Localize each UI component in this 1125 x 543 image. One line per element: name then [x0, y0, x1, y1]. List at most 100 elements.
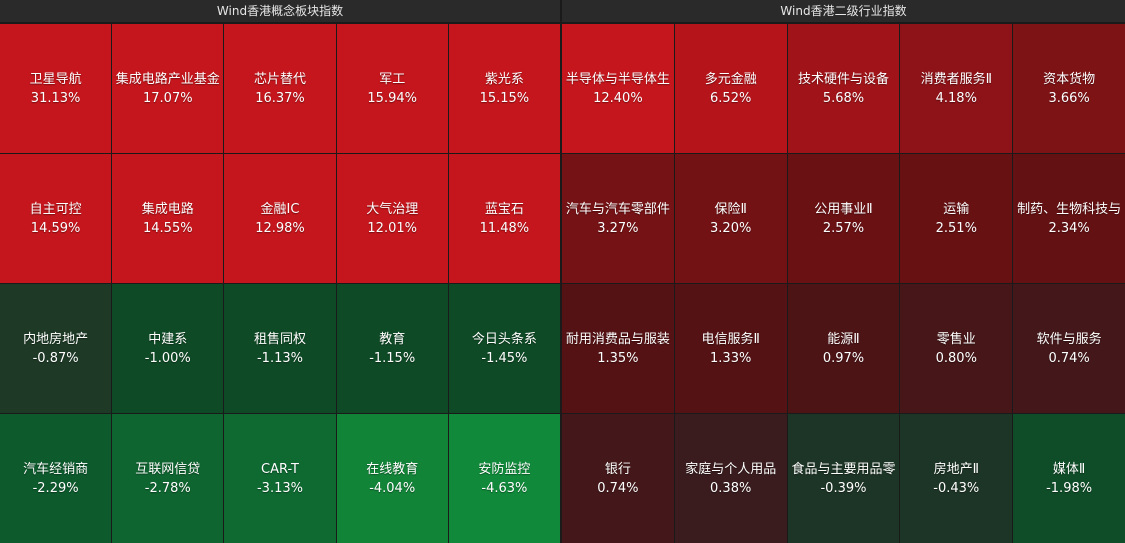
industry-index-grid: 半导体与半导体生 12.40% 多元金融 6.52% 技术硬件与设备 5.68% 消费者服务…	[562, 24, 1125, 543]
tile-name: 零售业	[936, 331, 976, 347]
tile-name: 电信服务Ⅱ	[701, 331, 760, 347]
industry-index-panel: Wind香港二级行业指数 半导体与半导体生 12.40% 多元金融 6.52% 技术硬件…	[562, 0, 1125, 543]
heatmap-tile[interactable]: 媒体Ⅱ -1.98%	[1013, 414, 1125, 543]
heatmap-tile[interactable]: 半导体与半导体生 12.40%	[562, 24, 674, 153]
tile-name: 公用事业Ⅱ	[814, 201, 873, 217]
tile-name: 家庭与个人用品	[685, 461, 777, 477]
heatmap-tile[interactable]: 制药、生物科技与 2.34%	[1013, 154, 1125, 283]
tile-name: 房地产Ⅱ	[933, 461, 979, 477]
tile-name: 中建系	[148, 331, 188, 347]
tile-percent: 0.74%	[1048, 350, 1090, 366]
tile-percent: 2.57%	[822, 220, 865, 236]
heatmap-tile[interactable]: 银行 0.74%	[562, 414, 674, 543]
heatmap-tile[interactable]: 今日头条系 -1.45%	[448, 284, 560, 413]
tile-name: 制药、生物科技与	[1017, 201, 1122, 217]
heatmap-tile[interactable]: 集成电路 14.55%	[112, 154, 224, 283]
heatmap-tile[interactable]: 金融IC 12.98%	[224, 154, 336, 283]
heatmap-tile[interactable]: 软件与服务 0.74%	[1013, 284, 1125, 413]
heatmap-tile[interactable]: 蓝宝石 11.48%	[448, 154, 560, 283]
tile-percent: 14.55%	[143, 220, 193, 236]
panel-divider	[560, 0, 562, 543]
tile-name: 卫星导航	[29, 71, 82, 87]
tile-percent: 15.15%	[479, 90, 530, 106]
heatmap-tile[interactable]: 能源Ⅱ 0.97%	[787, 284, 900, 413]
tile-percent: 14.59%	[30, 220, 81, 236]
tile-percent: 1.35%	[597, 350, 639, 366]
tile-percent: -1.13%	[256, 350, 303, 366]
tile-percent: 17.07%	[143, 90, 193, 106]
tile-name: 软件与服务	[1036, 331, 1102, 347]
heatmap-tile[interactable]: 卫星导航 31.13%	[0, 24, 112, 153]
heatmap-tile[interactable]: 集成电路产业基金 17.07%	[112, 24, 224, 153]
heatmap-tile[interactable]: 芯片替代 16.37%	[224, 24, 336, 153]
tile-name: 集成电路产业基金	[115, 71, 220, 87]
heatmap-tile[interactable]: 大气治理 12.01%	[336, 154, 448, 283]
tile-name: 资本货物	[1043, 71, 1096, 87]
heatmap-tile[interactable]: 租售同权 -1.13%	[224, 284, 336, 413]
heatmap-tile[interactable]: 耐用消费品与服装 1.35%	[562, 284, 674, 413]
tile-name: 租售同权	[253, 331, 306, 347]
tile-name: 互联网信贷	[135, 461, 201, 477]
tile-percent: 4.18%	[935, 90, 977, 106]
tile-percent: -0.87%	[32, 350, 79, 366]
heatmap-tile[interactable]: 安防监控 -4.63%	[448, 414, 560, 543]
tile-percent: 31.13%	[30, 90, 81, 106]
tile-percent: 11.48%	[479, 220, 530, 236]
heatmap-tile[interactable]: 运输 2.51%	[900, 154, 1013, 283]
heatmap-tile[interactable]: 汽车与汽车零部件 3.27%	[562, 154, 674, 283]
tile-percent: 0.38%	[710, 480, 752, 496]
heatmap-tile[interactable]: 互联网信贷 -2.78%	[112, 414, 224, 543]
tile-percent: -1.00%	[144, 350, 191, 366]
heatmap-tile[interactable]: 技术硬件与设备 5.68%	[787, 24, 900, 153]
heatmap-tile[interactable]: 零售业 0.80%	[900, 284, 1013, 413]
heatmap-tile[interactable]: 军工 15.94%	[336, 24, 448, 153]
heatmap-tile[interactable]: 紫光系 15.15%	[448, 24, 560, 153]
tile-name: 技术硬件与设备	[797, 71, 889, 87]
heatmap-tile[interactable]: 汽车经销商 -2.29%	[0, 414, 112, 543]
tile-name: 芯片替代	[253, 71, 306, 87]
heatmap-tile[interactable]: 在线教育 -4.04%	[336, 414, 448, 543]
heatmap-tile[interactable]: 家庭与个人用品 0.38%	[674, 414, 787, 543]
tile-percent: 5.68%	[822, 90, 865, 106]
heatmap-tile[interactable]: 资本货物 3.66%	[1013, 24, 1125, 153]
tile-percent: -1.45%	[481, 350, 528, 366]
tile-name: 今日头条系	[471, 331, 537, 347]
tile-name: 运输	[943, 201, 970, 217]
heatmap-tile[interactable]: 电信服务Ⅱ 1.33%	[674, 284, 787, 413]
tile-percent: 1.33%	[710, 350, 752, 366]
tile-percent: -1.15%	[369, 350, 416, 366]
heatmap-tile[interactable]: CAR-T -3.13%	[224, 414, 336, 543]
industry-index-header: Wind香港二级行业指数	[562, 0, 1125, 24]
tile-percent: -0.43%	[933, 480, 980, 496]
tile-name: 食品与主要用品零	[791, 461, 896, 477]
heatmap-tile[interactable]: 公用事业Ⅱ 2.57%	[787, 154, 900, 283]
heatmap-tile[interactable]: 消费者服务Ⅱ 4.18%	[900, 24, 1013, 153]
tile-name: 在线教育	[366, 461, 419, 477]
tile-percent: 2.51%	[935, 220, 977, 236]
heatmap-tile[interactable]: 食品与主要用品零 -0.39%	[787, 414, 900, 543]
tile-percent: -4.63%	[481, 480, 528, 496]
heatmap-tile[interactable]: 中建系 -1.00%	[112, 284, 224, 413]
tile-percent: 16.37%	[255, 90, 305, 106]
heatmap-tile[interactable]: 房地产Ⅱ -0.43%	[900, 414, 1013, 543]
tile-percent: -0.39%	[820, 480, 867, 496]
heatmap-tile[interactable]: 内地房地产 -0.87%	[0, 284, 112, 413]
tile-name: 集成电路	[141, 201, 194, 217]
tile-percent: 0.74%	[597, 480, 639, 496]
tile-percent: 3.20%	[710, 220, 752, 236]
heatmap-tile[interactable]: 多元金融 6.52%	[674, 24, 787, 153]
tile-percent: 2.34%	[1048, 220, 1090, 236]
tile-percent: 12.01%	[367, 220, 417, 236]
concept-index-header: Wind香港概念板块指数	[0, 0, 560, 24]
tile-percent: -2.78%	[144, 480, 191, 496]
tile-name: 大气治理	[366, 201, 419, 217]
heatmap-tile[interactable]: 自主可控 14.59%	[0, 154, 112, 283]
tile-percent: 3.27%	[597, 220, 639, 236]
heatmap-tile[interactable]: 保险Ⅱ 3.20%	[674, 154, 787, 283]
tile-name: 蓝宝石	[484, 201, 524, 217]
tile-name: 能源Ⅱ	[827, 331, 860, 347]
concept-index-panel: Wind香港概念板块指数 卫星导航 31.13% 集成电路产业基金 17.07% 芯片替…	[0, 0, 560, 543]
heatmap-tile[interactable]: 教育 -1.15%	[336, 284, 448, 413]
tile-percent: -1.98%	[1046, 480, 1093, 496]
